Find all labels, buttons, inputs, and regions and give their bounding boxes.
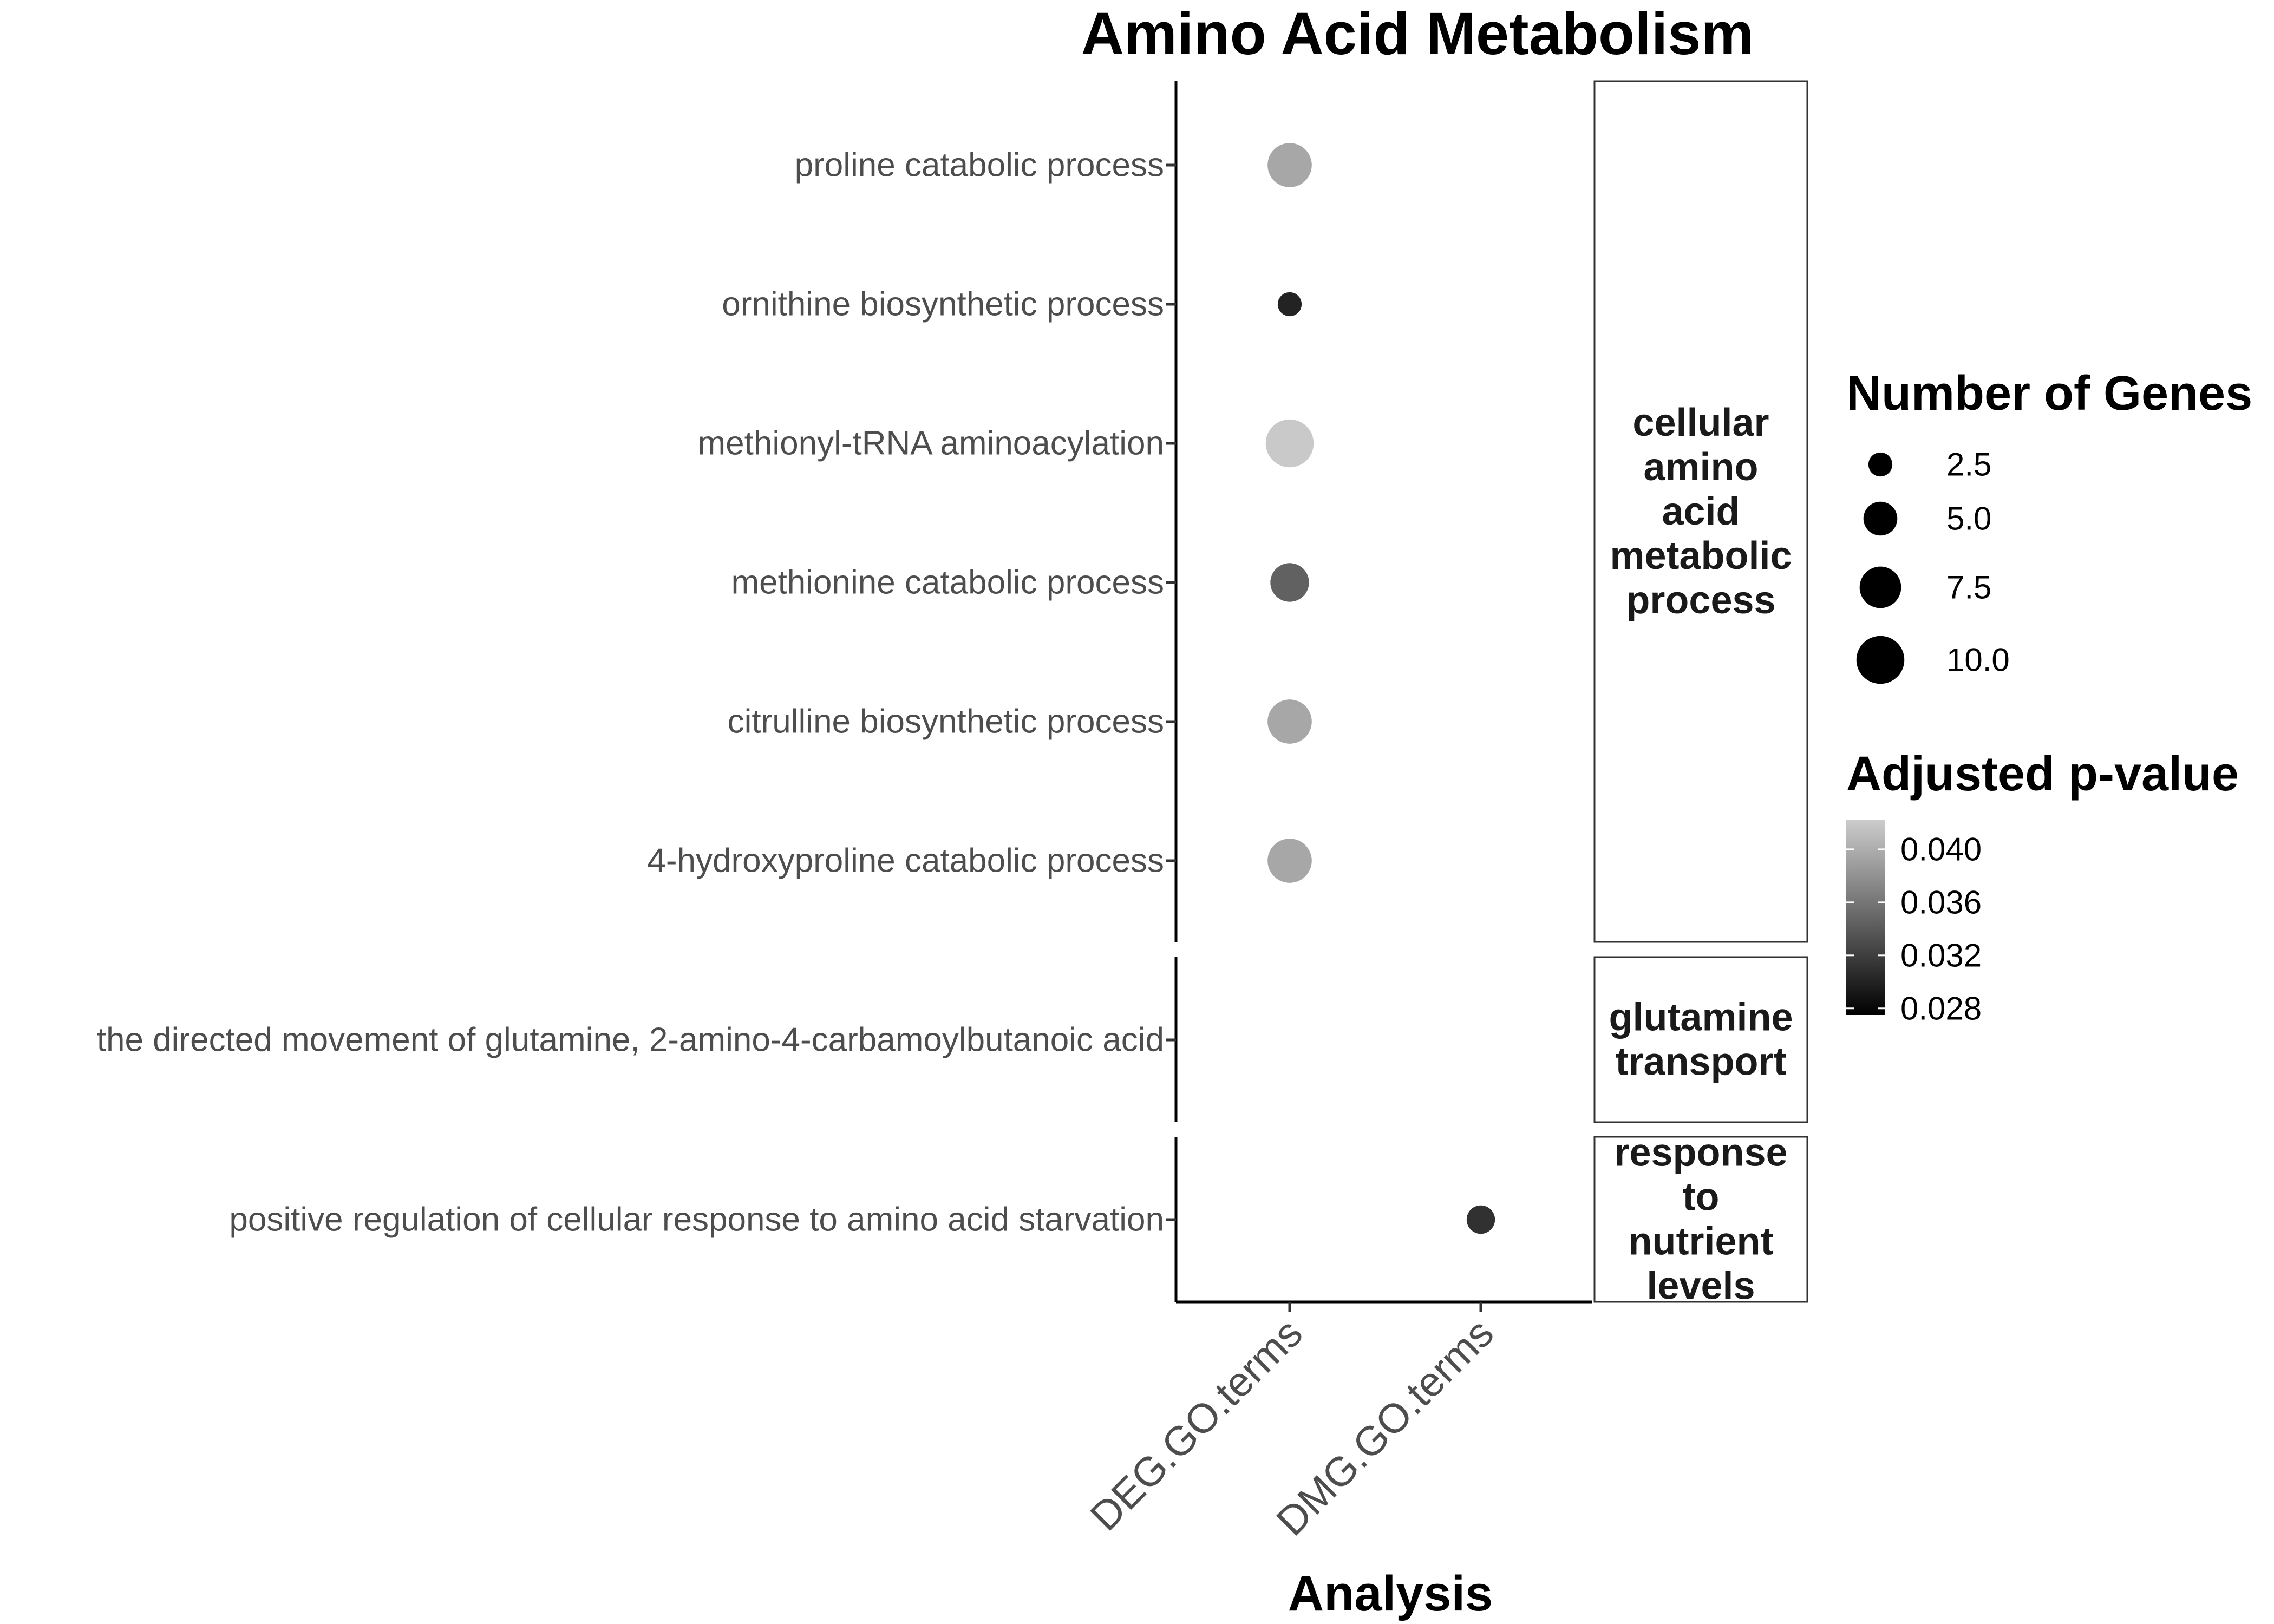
size-legend-label: 5.0 xyxy=(1946,501,1991,537)
data-point xyxy=(1267,143,1312,187)
data-point xyxy=(1466,1205,1495,1234)
y-tick-label: proline catabolic process xyxy=(795,147,1164,184)
size-legend-key xyxy=(1863,501,1898,536)
chart-title: Amino Acid Metabolism xyxy=(1081,1,1754,67)
color-legend-label: 0.036 xyxy=(1900,884,1982,920)
data-point xyxy=(1270,563,1309,602)
color-bar xyxy=(1846,820,1885,1015)
size-legend-label: 10.0 xyxy=(1946,642,2010,678)
y-tick-label: 4-hydroxyproline catabolic process xyxy=(647,842,1164,880)
color-legend-label: 0.028 xyxy=(1900,990,1982,1026)
data-point xyxy=(1277,292,1302,317)
y-tick-label: the directed movement of glutamine, 2-am… xyxy=(97,1021,1164,1059)
facet-strips: cellular amino acid metabolic process glutami… xyxy=(1593,80,1808,1308)
color-legend-label: 0.032 xyxy=(1900,937,1982,973)
facet-strip-3 xyxy=(1593,1136,1808,1303)
facet-strip-label: glutamine transport xyxy=(1609,996,1793,1084)
size-legend-label: 7.5 xyxy=(1946,569,1991,606)
color-legend: Adjusted p-value 0.040 0.036 0.032 0.028 xyxy=(1846,747,2239,1026)
y-tick-label: methionyl-tRNA aminoacylation xyxy=(698,425,1165,462)
size-legend-key xyxy=(1868,452,1893,477)
color-legend-label: 0.040 xyxy=(1900,831,1982,867)
size-legend-key xyxy=(1856,636,1905,684)
facet-strip-label: cellular amino acid metabolic process xyxy=(1610,401,1792,622)
y-tick-label: positive regulation of cellular response… xyxy=(229,1201,1164,1239)
data-point xyxy=(1265,419,1314,468)
size-legend-label: 2.5 xyxy=(1946,447,1991,483)
data-point xyxy=(1267,839,1312,883)
data-point xyxy=(1267,699,1312,744)
data-points xyxy=(1265,143,1495,1234)
facet-strip-label: response to nutrient levels xyxy=(1614,1131,1787,1308)
size-legend-title: Number of Genes xyxy=(1846,366,2252,421)
facet-strip-1 xyxy=(1593,80,1808,943)
y-tick-label: ornithine biosynthetic process xyxy=(722,286,1164,323)
y-tick-label: citrulline biosynthetic process xyxy=(728,703,1164,741)
x-axis-title: Analysis xyxy=(1288,1566,1493,1621)
size-legend: Number of Genes 2.5 5.0 7.5 10.0 xyxy=(1846,366,2252,684)
size-legend-key xyxy=(1859,566,1901,608)
y-axis-tick-labels: proline catabolic process ornithine biosy… xyxy=(97,147,1176,1239)
facet-strip-2 xyxy=(1593,956,1808,1123)
y-tick-label: methionine catabolic process xyxy=(731,564,1164,601)
color-legend-title: Adjusted p-value xyxy=(1846,747,2239,801)
